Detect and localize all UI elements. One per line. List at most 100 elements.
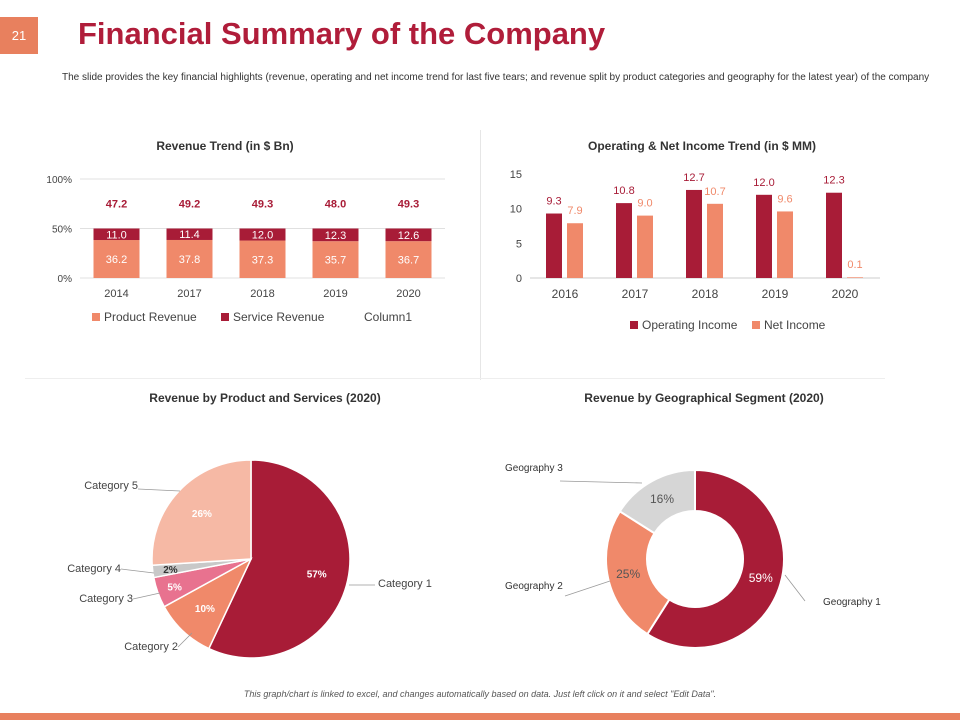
data-label: 37.3 xyxy=(252,254,273,266)
y-tick-label: 0% xyxy=(58,274,73,285)
legend-swatch xyxy=(92,313,100,321)
data-label: 25% xyxy=(616,567,640,581)
leader-line xyxy=(564,580,611,597)
geography-donut-chart[interactable]: Revenue by Geographical Segment (2020) 59… xyxy=(480,385,960,675)
legend-swatch xyxy=(221,313,229,321)
data-label: 16% xyxy=(650,492,674,506)
bar-product-revenue xyxy=(385,241,432,278)
footer-note: This graph/chart is linked to excel, and… xyxy=(243,689,717,699)
x-tick-label: 2017 xyxy=(622,287,649,301)
x-tick-label: 2017 xyxy=(177,288,201,300)
data-label: 12.0 xyxy=(753,177,774,189)
bar-product-revenue xyxy=(166,239,213,278)
slice-label: Geography 1 xyxy=(823,597,881,608)
y-tick-label: 10 xyxy=(510,204,522,216)
data-label: 0.1 xyxy=(847,259,862,271)
bar-operating-income xyxy=(616,203,632,278)
data-label: 26% xyxy=(192,509,212,520)
slide-number: 21 xyxy=(0,17,38,54)
data-label: 36.2 xyxy=(106,254,127,266)
x-tick-label: 2018 xyxy=(250,288,274,300)
legend-label: Service Revenue xyxy=(233,310,325,324)
x-tick-label: 2018 xyxy=(692,287,719,301)
product-pie-chart[interactable]: Revenue by Product and Services (2020) 57… xyxy=(0,385,480,675)
x-tick-label: 2020 xyxy=(832,287,859,301)
donut-slice xyxy=(618,468,696,535)
slice-label: Category 2 xyxy=(124,641,178,653)
y-tick-label: 100% xyxy=(46,175,72,186)
bar-product-revenue xyxy=(312,241,359,278)
chart-title: Revenue by Geographical Segment (2020) xyxy=(584,391,823,405)
leader-line xyxy=(137,488,181,492)
legend-label: Operating Income xyxy=(642,318,738,332)
data-label: 9.3 xyxy=(546,196,561,208)
data-label: 57% xyxy=(307,570,327,581)
x-tick-label: 2019 xyxy=(762,287,789,301)
footer-bar xyxy=(0,713,960,720)
revenue-trend-chart[interactable]: Revenue Trend (in $ Bn) 0% 50% 100% 36.2 11.0… xyxy=(0,130,480,340)
bar-operating-income xyxy=(686,189,702,278)
slice-label: Category 5 xyxy=(84,480,138,492)
pie-slice xyxy=(207,459,351,659)
x-tick-label: 2019 xyxy=(323,288,347,300)
chart-title: Revenue Trend (in $ Bn) xyxy=(156,139,293,153)
quadrant-divider-horizontal xyxy=(25,378,885,379)
legend-swatch xyxy=(630,321,638,329)
data-label: 35.7 xyxy=(325,255,346,267)
bar-service-revenue xyxy=(239,228,286,241)
legend-swatch xyxy=(752,321,760,329)
data-label: 12.7 xyxy=(683,172,704,184)
data-label: 10% xyxy=(195,604,215,615)
donut-slice xyxy=(645,468,785,649)
bar-net-income xyxy=(777,211,793,278)
slide-title: Financial Summary of the Company xyxy=(78,16,606,51)
legend-label: Column1 xyxy=(364,310,412,324)
slice-label: Category 4 xyxy=(67,563,121,575)
bar-net-income xyxy=(707,203,723,278)
legend-label: Net Income xyxy=(764,318,826,332)
quadrant-divider-vertical xyxy=(480,130,481,380)
data-label: 9.6 xyxy=(777,193,792,205)
leader-line xyxy=(132,592,161,600)
chart-title: Operating & Net Income Trend (in $ MM) xyxy=(588,139,816,153)
bar-service-revenue xyxy=(166,228,213,240)
bar-operating-income xyxy=(756,194,772,278)
slice-label: Category 3 xyxy=(79,593,133,605)
data-label: 11.4 xyxy=(179,229,200,241)
data-label: 5% xyxy=(167,582,182,593)
y-tick-label: 15 xyxy=(510,169,522,181)
slide-subtitle: The slide provides the key financial hig… xyxy=(62,72,930,83)
x-tick-label: 2014 xyxy=(104,288,128,300)
leader-line xyxy=(559,480,643,484)
y-tick-label: 50% xyxy=(52,225,72,236)
data-label: 49.3 xyxy=(398,199,419,211)
data-label: 10.8 xyxy=(613,185,634,197)
bar-net-income xyxy=(567,223,583,278)
leader-line xyxy=(177,632,193,648)
data-label: 59% xyxy=(749,571,773,585)
data-label: 37.8 xyxy=(179,254,200,266)
leader-line xyxy=(784,574,806,602)
x-tick-label: 2020 xyxy=(396,288,420,300)
data-label: 9.0 xyxy=(637,198,652,210)
data-label: 10.7 xyxy=(704,186,725,198)
data-label: 11.0 xyxy=(106,229,127,241)
income-trend-chart[interactable]: Operating & Net Income Trend (in $ MM) 0 5… xyxy=(480,130,960,340)
bar-net-income xyxy=(637,215,653,278)
bar-service-revenue xyxy=(385,228,432,242)
slice-label: Geography 2 xyxy=(505,581,563,592)
data-label: 48.0 xyxy=(325,199,346,211)
legend-label: Product Revenue xyxy=(104,310,197,324)
leader-line xyxy=(120,568,155,574)
y-tick-label: 0 xyxy=(516,273,522,285)
bar-service-revenue xyxy=(93,228,140,241)
chart-title: Revenue by Product and Services (2020) xyxy=(149,391,380,405)
data-label: 7.9 xyxy=(567,205,582,217)
x-tick-label: 2016 xyxy=(552,287,579,301)
bar-net-income xyxy=(847,277,863,278)
bar-operating-income xyxy=(546,213,562,278)
data-label: 2% xyxy=(163,565,178,576)
data-label: 12.3 xyxy=(325,230,346,242)
data-label: 49.3 xyxy=(252,199,273,211)
data-label: 49.2 xyxy=(179,199,200,211)
